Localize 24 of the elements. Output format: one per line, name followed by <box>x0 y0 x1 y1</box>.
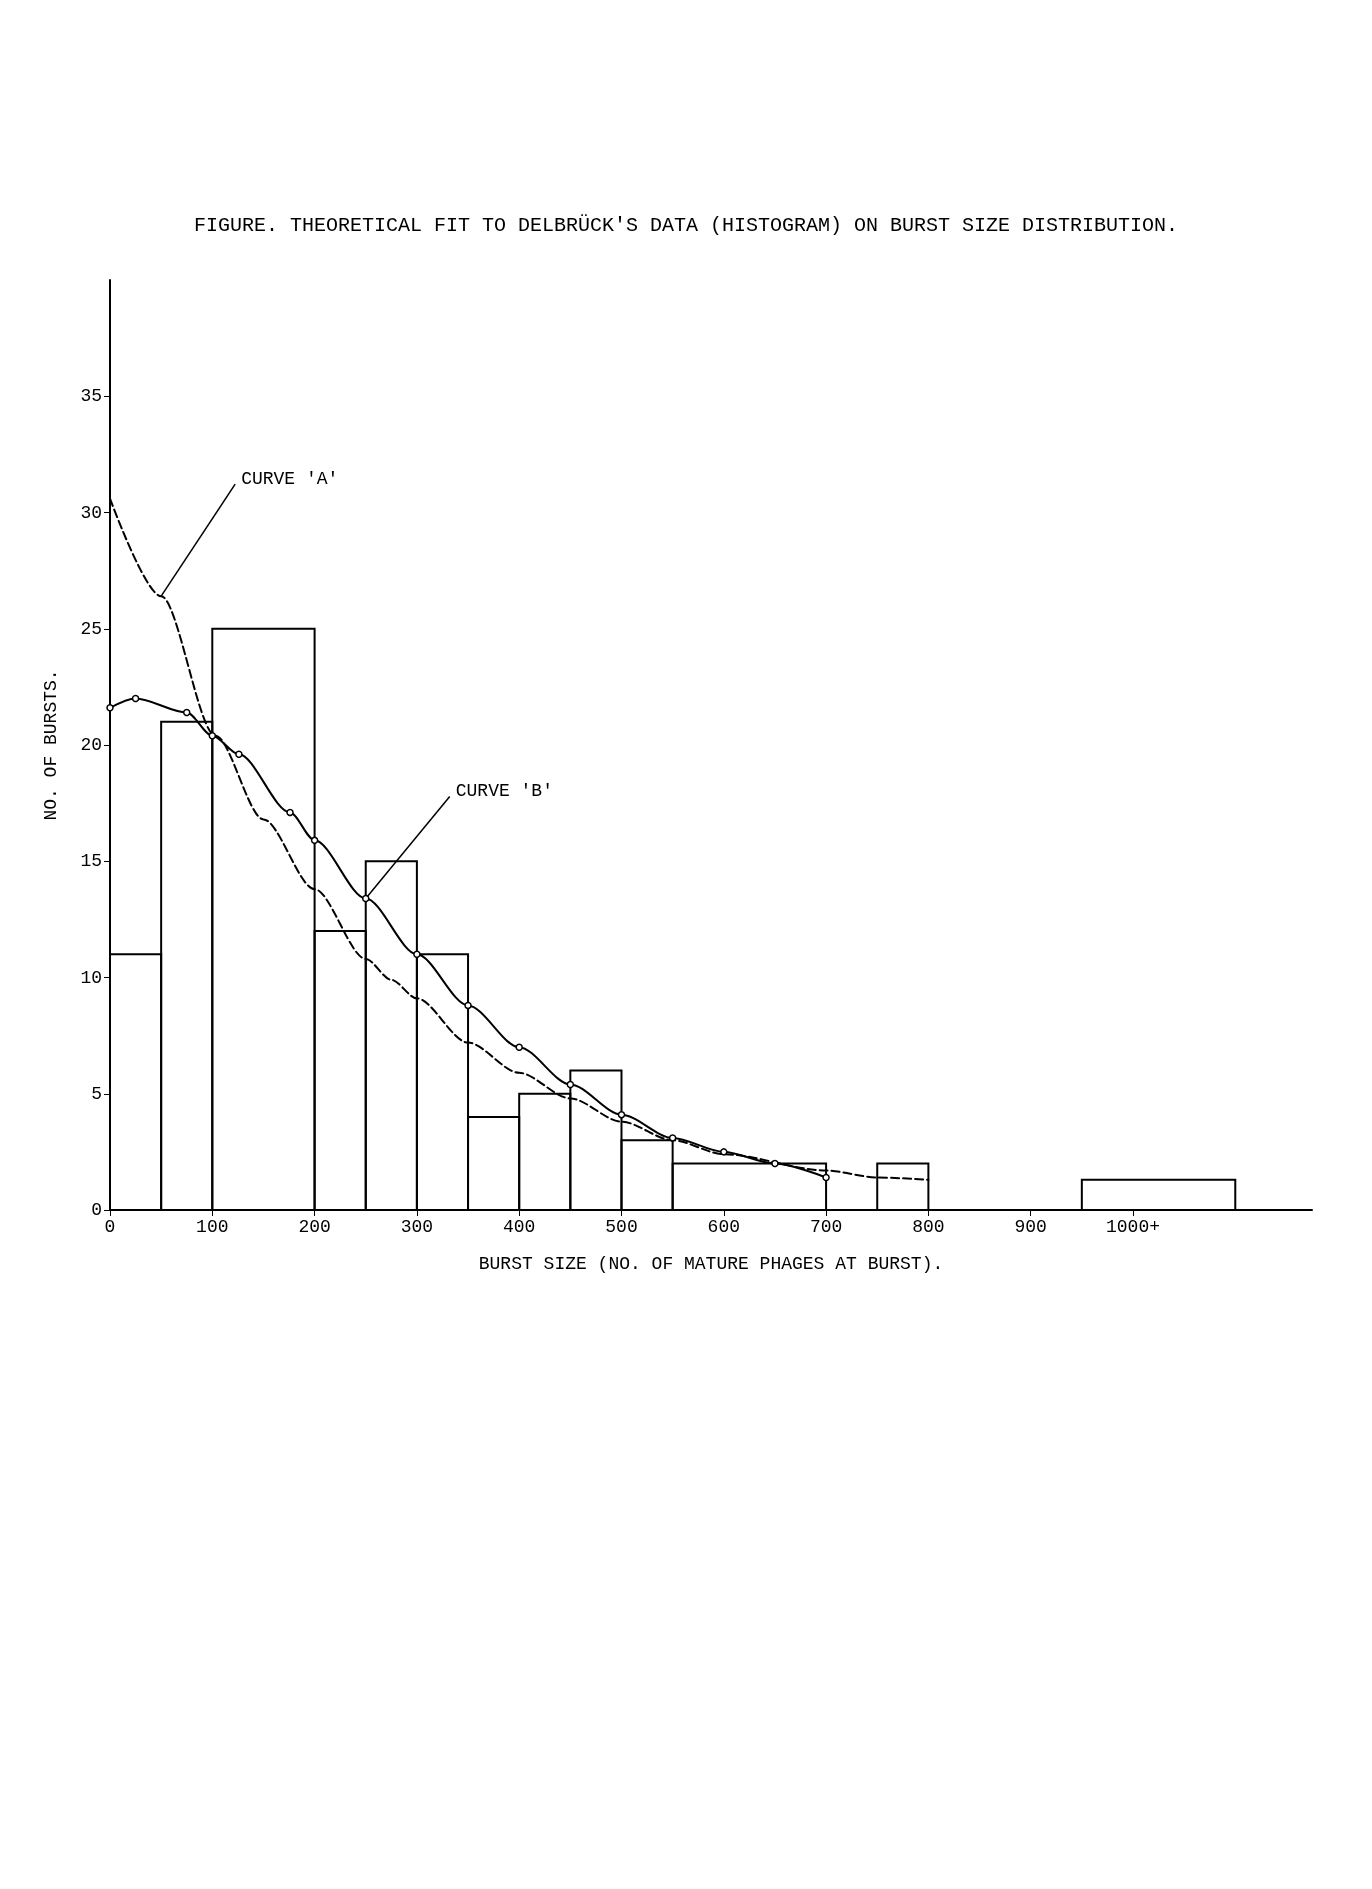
x-tick-label: 1000+ <box>1105 1217 1160 1237</box>
x-tick-label: 0 <box>104 1217 116 1237</box>
x-tick-label: 900 <box>1014 1217 1047 1237</box>
x-tick-label: 100 <box>196 1217 229 1237</box>
x-tick-label: 200 <box>298 1217 331 1237</box>
x-tick-label: 300 <box>400 1217 434 1237</box>
x-axis-title: BURST SIZE (NO. OF MATURE PHAGES AT BURST). <box>478 1254 944 1274</box>
y-axis-title: NO. OF BURSTS. <box>41 669 61 821</box>
x-tick-label: 800 <box>912 1217 945 1237</box>
y-tick-label: 10 <box>80 967 102 988</box>
y-tick-label: 35 <box>80 386 102 407</box>
annotation: CURVE 'A' <box>241 469 339 490</box>
y-tick-label: 25 <box>80 618 102 639</box>
y-tick-label: 15 <box>80 851 102 872</box>
x-tick-label: 600 <box>707 1217 740 1237</box>
x-tick-label: 700 <box>809 1217 843 1237</box>
y-tick-label: 0 <box>91 1200 102 1220</box>
y-tick-label: 30 <box>80 502 102 523</box>
y-tick-label: 20 <box>80 735 102 755</box>
annotation: CURVE 'B' <box>455 781 553 802</box>
x-tick-label: 500 <box>605 1217 638 1237</box>
x-tick-label: 400 <box>502 1217 536 1237</box>
chart-title: FIGURE. THEORETICAL FIT TO DELBRÜCK'S DATA (HISTOGRAM) ON BURST SIZE DISTRIBUTION. <box>193 213 1179 237</box>
y-tick-label: 5 <box>91 1083 102 1104</box>
